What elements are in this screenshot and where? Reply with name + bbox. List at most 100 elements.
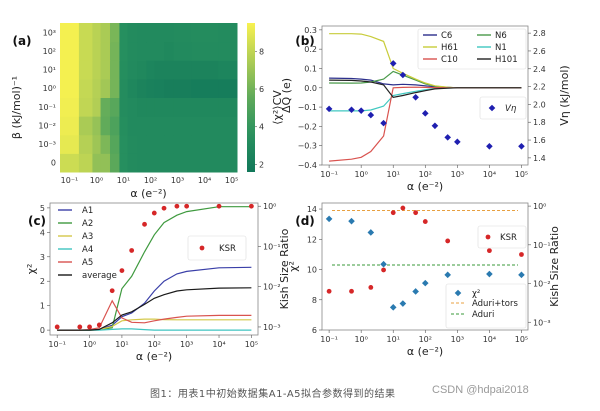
heatmap-cell (127, 60, 138, 80)
panel-b-y-tick-label: 0.3 (304, 26, 317, 35)
heatmap-cell (146, 116, 156, 136)
v-eta-point (325, 105, 333, 113)
heatmap-cell (146, 23, 156, 43)
chi2-point (412, 288, 419, 295)
legend-label-Aduri: Aduri (472, 310, 494, 320)
panel-a-y-tick-label: 10⁻¹ (38, 103, 56, 112)
panel-b-y2-tick-label: 1.8 (533, 118, 546, 127)
ksr-point (381, 267, 386, 273)
legend-label-A1: A1 (82, 206, 93, 216)
panel-b-y-tick-label: 0.2 (304, 45, 317, 54)
chi2-point (389, 304, 397, 311)
heatmap-cell (218, 23, 238, 43)
panel-d-y-tick-label: 12 (307, 235, 317, 244)
heatmap-cell (127, 153, 138, 173)
heatmap-cell (191, 153, 219, 173)
heatmap-cell (119, 60, 129, 80)
heatmap-cell (100, 60, 111, 80)
heatmap-cell (173, 134, 192, 154)
panel-b-x-tick-label: 10³ (451, 170, 464, 179)
chi2-point (421, 279, 429, 287)
heatmap-cell (154, 134, 165, 154)
heatmap-cell (154, 23, 165, 43)
heatmap-cell (78, 60, 93, 80)
panel-c-label: (c) (28, 214, 46, 228)
heatmap-cell (109, 134, 120, 154)
heatmap-cell (119, 116, 129, 136)
heatmap-cell (218, 153, 238, 173)
ksr-point (96, 322, 102, 328)
heatmap-cell (218, 41, 238, 61)
ksr-point (119, 268, 125, 274)
series-line-average (57, 287, 252, 331)
panel-b-y2-tick-label: 2.0 (533, 100, 546, 109)
heatmap-cell (127, 116, 138, 136)
heatmap-cell (78, 116, 93, 136)
panel-b-x-tick-label: 10⁻¹ (320, 170, 338, 179)
panel-b-legend-2 (479, 96, 527, 120)
heatmap-cell (78, 153, 93, 173)
heatmap-cell (109, 78, 120, 98)
panel-a-x-tick-label: 10³ (171, 176, 184, 185)
colorbar-tick-label: 2 (259, 160, 264, 169)
heatmap-cell (146, 41, 156, 61)
ksr-point (326, 288, 332, 294)
legend-label-chi2: χ² (472, 289, 480, 299)
ksr-point (174, 203, 180, 209)
ksr-point (184, 203, 190, 209)
chi2-point (444, 271, 451, 279)
heatmap-cell (137, 78, 147, 98)
panel-c-x-tick-label: 10² (148, 340, 161, 349)
panel-c-y-tick-label: 4 (40, 228, 45, 237)
panel-c-y2-tick-label: 10⁻² (263, 283, 281, 292)
legend-label-Aduri+tors: Aduri+tors (472, 299, 518, 309)
panel-b-y2-tick-label: 2.6 (533, 47, 546, 56)
legend-swatch-ksr (485, 234, 491, 240)
ksr-point (248, 203, 254, 209)
heatmap-cell (60, 60, 80, 80)
v-eta-point (518, 142, 525, 150)
panel-d-y2-tick-label: 10⁰ (533, 202, 546, 211)
heatmap-cell (109, 41, 120, 61)
heatmap-cell (173, 78, 192, 98)
panel-a-y-axis-label: β (kJ/mol)⁻¹ (10, 76, 23, 139)
legend-label-v-eta: Vη (505, 104, 517, 114)
panel-a-y-tick-label: 10⁰ (43, 84, 56, 93)
panel-c-y-tick-label: 2 (40, 277, 45, 286)
legend-swatch-v-eta (488, 104, 496, 112)
panel-a-x-tick-label: 10¹ (117, 176, 130, 185)
panel-b-x-axis-label: α (e⁻²) (407, 180, 443, 193)
heatmap-cell (164, 134, 174, 154)
v-eta-point (444, 134, 451, 141)
figure-caption: 图1：用表1中初始数据集A1-A5拟合参数得到的结果 (150, 389, 396, 400)
v-eta-point (454, 138, 461, 146)
panel-c-y-tick-label: 1 (40, 302, 45, 311)
heatmap-cell (92, 134, 102, 154)
ksr-point (54, 324, 60, 330)
heatmap-cell (100, 134, 111, 154)
heatmap-cell (146, 78, 156, 98)
heatmap-cell (60, 41, 80, 61)
legend-label-H61: H61 (441, 43, 458, 53)
chi2-point (380, 260, 387, 268)
panel-b-y2-tick-label: 1.6 (533, 136, 546, 145)
heatmap-cell (137, 153, 147, 173)
heatmap-cell (191, 134, 219, 154)
panel-d-legend (445, 283, 527, 329)
heatmap-cell (164, 116, 174, 136)
watermark: CSDN @hdpai2018 (432, 384, 529, 396)
heatmap-cell (137, 60, 147, 80)
heatmap-cell (100, 116, 111, 136)
heatmap-cell (173, 23, 192, 43)
heatmap-cell (60, 116, 80, 136)
chi2-point (367, 229, 375, 236)
panel-c-x-tick-label: 10⁵ (245, 340, 258, 349)
v-eta-point (367, 111, 375, 119)
ksr-point (216, 203, 222, 209)
panel-a-x-tick-label: 10⁰ (90, 176, 103, 185)
panel-a-y-tick-label: 10¹ (43, 66, 56, 75)
panel-b-y2-tick-label: 2.2 (533, 83, 546, 92)
legend-label-H101: H101 (495, 55, 518, 65)
heatmap-cell (100, 41, 111, 61)
panel-b-y-tick-label: 0.1 (304, 64, 317, 73)
